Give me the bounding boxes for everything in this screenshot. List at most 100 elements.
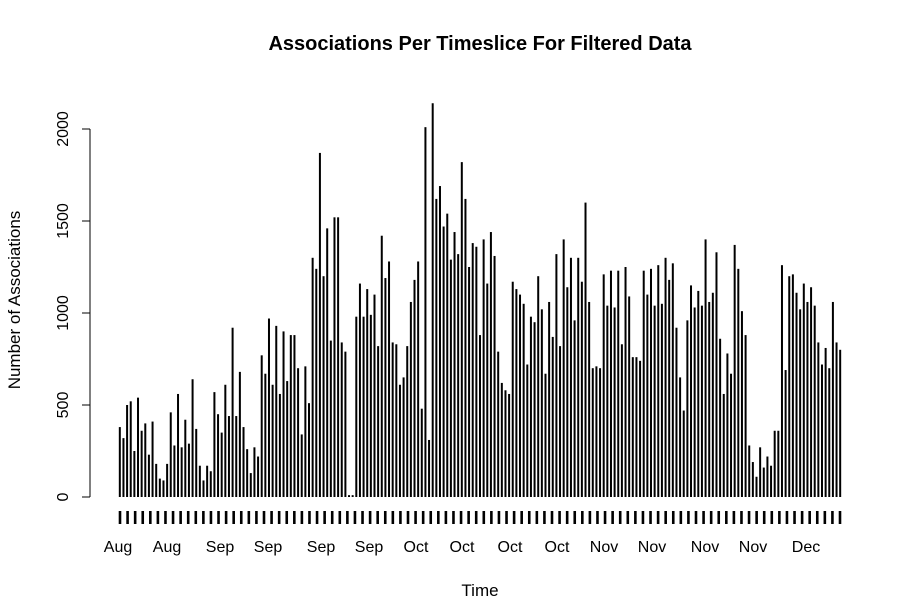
bar (177, 393, 180, 497)
bar (366, 289, 369, 497)
bar (384, 278, 387, 497)
bar (333, 217, 336, 497)
bar (213, 392, 216, 497)
bar (402, 377, 405, 497)
bar (195, 428, 198, 497)
bar (297, 368, 300, 497)
bar (831, 301, 834, 497)
bar (311, 257, 314, 497)
bar (697, 290, 700, 497)
bar (762, 467, 765, 497)
bar (726, 353, 729, 497)
bar (362, 316, 365, 497)
bar (628, 296, 631, 497)
bar (751, 462, 754, 497)
bar (573, 320, 576, 497)
x-tick-label: Oct (404, 539, 429, 556)
bar (646, 294, 649, 497)
bar (788, 276, 791, 497)
bar (187, 443, 190, 497)
bar (169, 412, 172, 497)
bar (242, 427, 245, 497)
bar (668, 279, 671, 497)
bar (395, 344, 398, 497)
bar (282, 331, 285, 497)
bar (660, 303, 663, 497)
bar (180, 447, 183, 497)
bar (166, 463, 169, 497)
bar (511, 281, 514, 497)
bar (355, 316, 358, 497)
bar (118, 427, 121, 497)
bar (162, 480, 165, 497)
bar (337, 217, 340, 497)
bar (126, 405, 129, 497)
bar (479, 335, 481, 497)
bar (198, 465, 201, 497)
bar (719, 338, 722, 497)
bar (482, 239, 485, 497)
bar (657, 265, 660, 497)
bar (737, 268, 740, 497)
y-axis: 0 500 1000 1500 2000 (55, 111, 91, 501)
bar (249, 473, 252, 497)
bar (540, 309, 543, 497)
bar (351, 495, 354, 497)
bar (584, 202, 587, 497)
bar (566, 287, 569, 497)
bar (238, 371, 241, 497)
bar (380, 235, 383, 497)
bar (817, 342, 820, 497)
x-tick-label: Sep (355, 539, 384, 556)
bar (515, 289, 518, 497)
bar (489, 232, 492, 498)
bar (599, 368, 602, 497)
y-tick-label: 500 (55, 392, 72, 419)
bar (686, 320, 689, 497)
bar (471, 243, 474, 497)
bar (569, 257, 572, 497)
bar (435, 198, 438, 498)
bar (475, 246, 478, 497)
bar (286, 381, 289, 497)
bar (537, 276, 540, 497)
bar (398, 384, 401, 497)
x-tick-label: Sep (307, 539, 336, 556)
bar (784, 370, 787, 497)
bar (369, 314, 372, 497)
bar (635, 357, 638, 497)
bar (529, 316, 532, 497)
bar (795, 292, 798, 497)
bar (446, 213, 449, 497)
bar (562, 239, 565, 497)
bar (155, 463, 158, 497)
y-tick-label: 2000 (55, 111, 72, 147)
bar (322, 276, 325, 497)
bar (839, 349, 842, 497)
bar (206, 465, 209, 497)
x-tick-label: Oct (498, 539, 523, 556)
bar (420, 408, 423, 497)
bar (158, 478, 161, 497)
bar (748, 445, 751, 497)
x-tick-label: Nov (638, 539, 666, 556)
bar (679, 377, 682, 497)
bar (504, 390, 507, 497)
bar (246, 449, 249, 497)
x-tick-label: Aug (104, 539, 132, 556)
bar (835, 342, 838, 497)
bar (235, 416, 238, 497)
chart-title: Associations Per Timeslice For Filtered … (268, 33, 692, 55)
bar (824, 347, 827, 497)
bar (315, 268, 318, 497)
bar (555, 254, 558, 497)
bar (457, 254, 460, 497)
bar (271, 384, 274, 497)
bar (191, 379, 194, 497)
bar (704, 239, 707, 497)
bar (308, 403, 310, 497)
bar (559, 346, 562, 497)
bar (209, 471, 212, 497)
bar (551, 336, 554, 497)
bar (137, 397, 140, 497)
